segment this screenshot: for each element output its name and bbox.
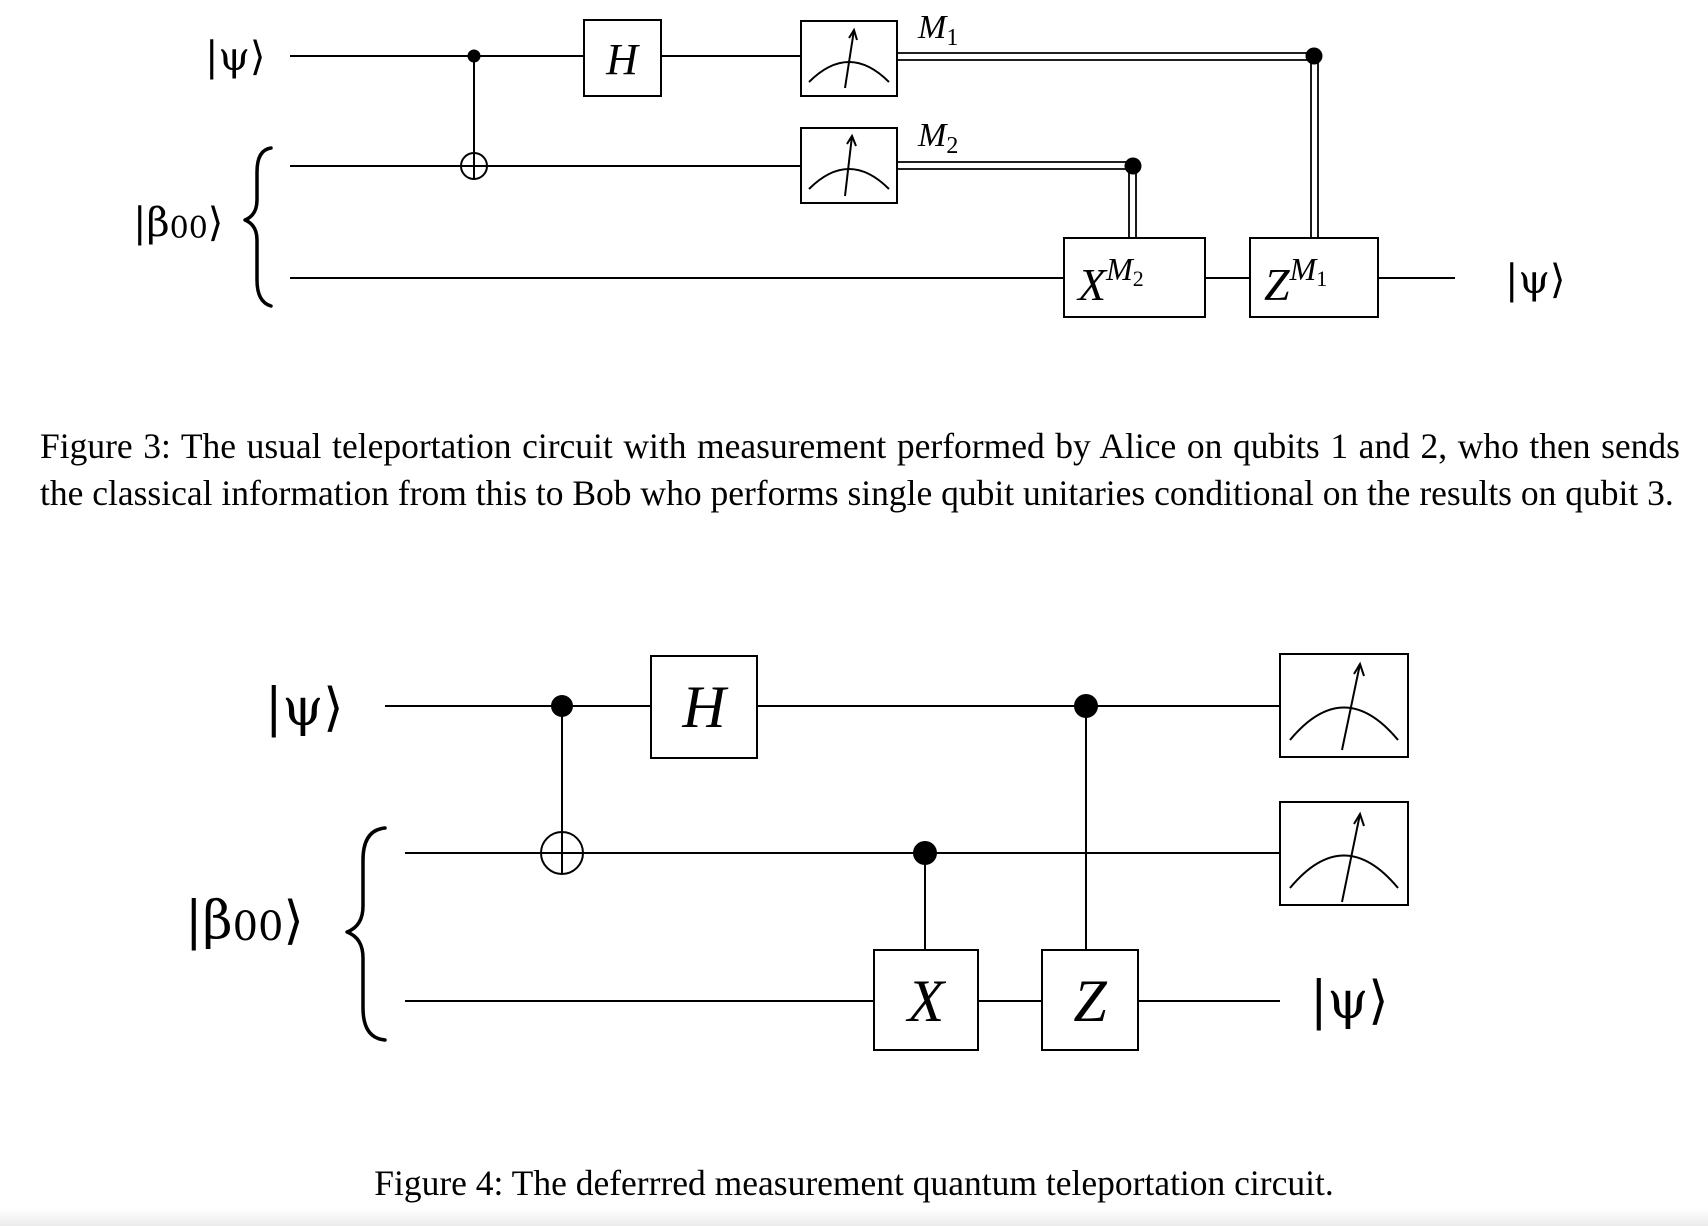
fig3-hadamard-label: H: [605, 35, 640, 84]
figure-4-caption: Figure 4: The deferrred measurement quan…: [374, 1163, 1334, 1203]
fig3-z-correction-gate: [1249, 237, 1379, 318]
fig4-meter-qubit-2: [1279, 801, 1409, 906]
fig4-bell-state-label: |β00⟩: [185, 891, 304, 951]
fig4-output-state-label: |ψ⟩: [1310, 971, 1389, 1031]
fig4-cnot-target: [540, 831, 584, 875]
fig4-bell-brace: [345, 826, 387, 1042]
fig3-m1-label: M1: [917, 9, 958, 51]
fig3-x-correction-label: XM2: [1076, 251, 1144, 310]
fig3-classical-wire-m2: [897, 161, 1137, 238]
fig3-z-correction-label: ZM1: [1264, 251, 1327, 310]
fig3-x-correction-gate: [1063, 237, 1206, 318]
fig3-cnot-target: [460, 152, 488, 180]
page-bottom-edge: [0, 1208, 1708, 1226]
figure-3-caption: Figure 3: The usual teleportation circui…: [40, 426, 1680, 513]
fig4-input-state-label: |ψ⟩: [265, 678, 344, 738]
fig3-meter-qubit-2: [800, 127, 898, 204]
fig4-hadamard-gate: [650, 655, 758, 759]
fig4-cnot-control-dot: [551, 695, 573, 717]
fig4-x-gate-label: X: [906, 968, 947, 1034]
fig3-classical-control-dot-m2: [1124, 157, 1142, 175]
fig4-cx-control-dot: [913, 841, 937, 865]
fig4-z-gate-label: Z: [1073, 968, 1107, 1034]
fig3-classical-wire-m1: [897, 52, 1319, 238]
fig4-z-gate: [1041, 949, 1139, 1051]
figure-3-circuit: H M1 M2 XM2 ZM1 |ψ⟩ |β00⟩ |ψ⟩: [133, 9, 1565, 318]
fig4-hadamard-label: H: [681, 674, 729, 740]
fig3-bell-brace: [243, 146, 273, 308]
fig3-output-state-label: |ψ⟩: [1505, 257, 1565, 303]
fig3-meter-qubit-1: [800, 20, 898, 97]
fig3-m2-label: M2: [917, 117, 958, 159]
fig3-input-state-label: |ψ⟩: [205, 34, 265, 80]
fig3-bell-state-label: |β00⟩: [133, 200, 223, 246]
fig4-cz-control-dot: [1074, 694, 1098, 718]
figure-4-circuit: H X Z |ψ⟩ |β00⟩ |ψ⟩: [185, 653, 1409, 1051]
fig3-cnot-control-dot: [467, 49, 481, 63]
fig4-meter-qubit-1: [1279, 653, 1409, 758]
fig3-hadamard-gate: [583, 19, 662, 97]
fig4-x-gate: [873, 949, 979, 1051]
fig3-classical-control-dot-m1: [1305, 47, 1323, 65]
